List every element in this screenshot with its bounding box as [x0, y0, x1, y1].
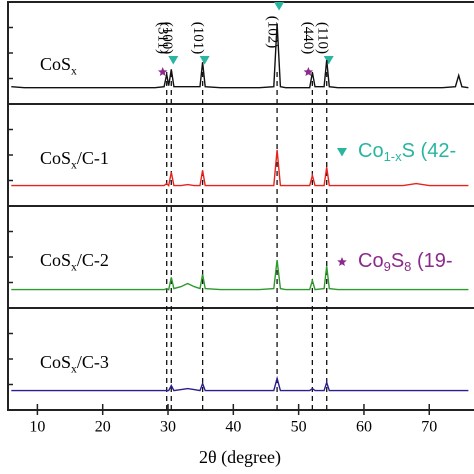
- x-tick-label: 30: [160, 419, 176, 436]
- text-part: Co: [358, 250, 384, 272]
- peak-marker: [274, 2, 285, 11]
- peak-marker: [158, 67, 168, 76]
- subscript: 9: [384, 259, 391, 274]
- series-label: CoSx: [40, 54, 77, 77]
- series-label: CoSx/C-1: [40, 148, 109, 171]
- text-part: Co: [358, 140, 384, 162]
- peak-marker: [168, 56, 179, 65]
- text-part: S (42-: [402, 140, 456, 162]
- x-tick-label: 40: [225, 419, 241, 436]
- pattern-line: [11, 149, 469, 188]
- text-part: (19-: [411, 250, 452, 272]
- subscript: 8: [404, 259, 411, 274]
- text-part: CoS: [40, 148, 71, 168]
- x-tick-label: 70: [421, 419, 437, 436]
- text-part: CoS: [40, 250, 71, 270]
- subscript: x: [71, 64, 77, 77]
- pattern-line: [11, 260, 469, 291]
- text-part: CoS: [40, 54, 71, 74]
- pattern-line: [11, 375, 469, 392]
- subscript: 1-x: [384, 149, 403, 164]
- peak-label: (440): [300, 22, 316, 55]
- peak-label: (101): [190, 22, 206, 55]
- legend-label: Co1-xS (42-: [358, 140, 456, 164]
- x-tick-label: 60: [356, 419, 372, 436]
- legend-marker: [337, 148, 347, 157]
- subscript: x: [71, 260, 77, 273]
- x-tick-label: 20: [95, 419, 111, 436]
- text-part: CoS: [40, 352, 71, 372]
- x-tick-label: 10: [29, 419, 45, 436]
- pattern-line: [11, 23, 469, 89]
- peak-label: (100): [159, 22, 175, 55]
- text-part: /C-1: [77, 148, 109, 168]
- text-part: /C-3: [77, 352, 109, 372]
- series-label: CoSx/C-2: [40, 250, 109, 273]
- series-label: CoSx/C-3: [40, 352, 109, 375]
- legend-marker: [337, 257, 347, 266]
- peak-marker: [323, 56, 334, 65]
- x-axis-title: 2θ (degree): [199, 447, 281, 468]
- legend-label: Co9S8 (19-: [358, 250, 453, 274]
- text-part: S: [391, 250, 404, 272]
- text-part: /C-2: [77, 250, 109, 270]
- subscript: x: [71, 362, 77, 375]
- peak-label: (110): [314, 22, 330, 54]
- peak-marker: [199, 56, 210, 65]
- peak-marker: [303, 67, 314, 76]
- x-tick-label: 50: [291, 419, 307, 436]
- peak-label: (311): [154, 22, 170, 54]
- subscript: x: [71, 158, 77, 171]
